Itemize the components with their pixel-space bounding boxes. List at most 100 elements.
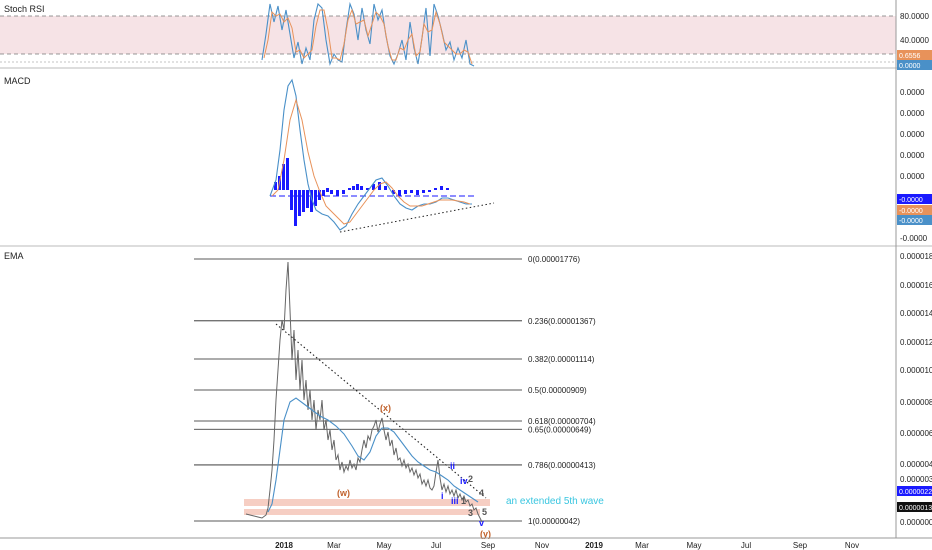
time-axis-tick: May <box>686 541 701 550</box>
price-axis-tick: 0.00001000 <box>900 366 932 375</box>
time-axis-tick: May <box>376 541 391 550</box>
macd-axis-tick: 0.0000 <box>900 172 925 181</box>
wave-annotation: an extended 5th wave <box>506 496 604 507</box>
time-axis-tick: Sep <box>481 541 496 550</box>
support-zone-lower <box>244 509 480 515</box>
macd-pane: MACD <box>0 76 932 247</box>
price-axis-tick: 0.00000400 <box>900 460 932 469</box>
macd-hist-bar <box>434 188 437 190</box>
value-tag-text: -0.0000 <box>899 197 923 204</box>
time-axis: 2018 Mar May Jul Sep Nov 2019 Mar May Jul Sep Nov <box>0 537 932 550</box>
fib-level-label: 0.5(0.00000909) <box>528 386 587 395</box>
macd-hist-bar <box>310 190 313 212</box>
time-axis-tick: Mar <box>327 541 341 550</box>
macd-hist-bar <box>416 190 419 195</box>
macd-hist-bar <box>314 190 317 206</box>
macd-hist-bar <box>298 190 301 216</box>
fib-retracement: 0(0.00001776) 0.236(0.00001367) 0.382(0.00… <box>194 255 596 526</box>
macd-hist-bar <box>392 190 395 194</box>
support-zone-upper <box>244 499 490 506</box>
macd-hist-bar <box>360 186 363 190</box>
wave-label-y: (y) <box>480 529 491 539</box>
wave-label-w: (w) <box>337 488 350 498</box>
price-axis-tick: 0.00001600 <box>900 281 932 290</box>
fib-level-label: 0(0.00001776) <box>528 255 580 264</box>
macd-hist-bar <box>286 158 289 190</box>
time-axis-tick: Jul <box>431 541 441 550</box>
macd-hist-bar <box>302 190 305 212</box>
wave-label-2: 2 <box>468 474 473 484</box>
macd-hist-bar <box>330 190 333 194</box>
macd-hist-bar <box>336 190 339 196</box>
stoch-rsi-pane: Stoch RSI <box>0 1 932 69</box>
macd-signal-line <box>271 98 471 225</box>
wave-label-v: v <box>479 518 484 528</box>
ema-label: EMA <box>4 251 24 261</box>
macd-hist-bar <box>378 182 381 190</box>
macd-axis-tick: 0.0000 <box>900 130 925 139</box>
macd-hist-bar <box>440 186 443 190</box>
time-axis-tick: Sep <box>793 541 808 550</box>
stoch-rsi-band <box>0 16 896 54</box>
value-tag-bg <box>897 194 932 204</box>
macd-axis-tick: 0.0000 <box>900 109 925 118</box>
axis-labels: 0.00001800 0.00001600 0.00001400 0.00001200… <box>900 12 932 527</box>
price-axis-tick: 0.00001800 <box>900 252 932 261</box>
time-axis-tick: Mar <box>635 541 649 550</box>
macd-hist-bar <box>290 190 293 210</box>
value-tag-text: 0.0000 <box>899 63 921 70</box>
macd-hist-bar <box>348 188 351 190</box>
value-tag-text: -0.0000 <box>899 208 923 215</box>
value-tag-text: 0.00000228 <box>899 489 932 496</box>
time-axis-tick: Nov <box>535 541 549 550</box>
value-tag-bg <box>897 50 932 60</box>
macd-hist-bar <box>342 190 345 194</box>
value-tag-bg <box>897 486 932 496</box>
price-axis-tick: 0.00000300 <box>900 475 932 484</box>
macd-hist-bar <box>366 188 369 190</box>
fib-level-label: 0.65(0.00000649) <box>528 425 592 434</box>
fib-level-label: 0.236(0.00001367) <box>528 317 596 326</box>
time-axis-tick: Jul <box>741 541 751 550</box>
price-line <box>245 261 483 523</box>
fib-level-label: 0.618(0.00000704) <box>528 417 596 426</box>
stoch-axis-tick: 40.0000 <box>900 36 929 45</box>
macd-axis-tick: 0.0000 <box>900 151 925 160</box>
value-tag-text: -0.0000 <box>899 218 923 225</box>
macd-hist-bar <box>322 190 325 196</box>
value-tag-bg <box>897 215 932 225</box>
value-tag-text: 0.00000130 <box>899 505 932 512</box>
macd-hist-bar <box>384 186 387 190</box>
value-tag-bg <box>897 205 932 215</box>
wave-label-4: 4 <box>479 488 484 498</box>
macd-hist-bar <box>428 190 431 192</box>
fib-level-label: 0.382(0.00001114) <box>528 355 595 364</box>
price-axis-tick: 0.00001200 <box>900 338 932 347</box>
macd-histogram <box>274 158 449 226</box>
wave-label-3: 3 <box>468 508 473 518</box>
macd-label: MACD <box>4 76 31 86</box>
macd-axis-tick: -0.0000 <box>900 234 928 243</box>
macd-hist-bar <box>352 186 355 190</box>
price-axis-tick: 0.00001400 <box>900 309 932 318</box>
macd-hist-bar <box>356 184 359 190</box>
price-axis-tick: 0.00000600 <box>900 429 932 438</box>
price-axis: 0.00001800 0.00001600 0.00001400 0.00001200… <box>895 0 932 538</box>
time-axis-tick: 2019 <box>585 541 603 550</box>
macd-axis-tick: 0.0000 <box>900 88 925 97</box>
wave-label-1: 1 <box>461 496 466 506</box>
macd-hist-bar <box>372 184 375 190</box>
macd-hist-bar <box>404 190 407 194</box>
wave-label-iv: iv <box>460 476 468 486</box>
macd-trendline <box>339 202 495 233</box>
fib-level-label: 0.786(0.00000413) <box>528 461 596 470</box>
price-pane: EMA 0(0.00001776) 0.236(0.00001367) 0.382(… <box>4 251 604 539</box>
wave-label-iii: iii <box>451 496 459 506</box>
macd-hist-bar <box>306 190 309 208</box>
ema-line <box>267 397 479 513</box>
macd-hist-bar <box>410 190 413 193</box>
macd-hist-bar <box>422 190 425 193</box>
wave-label-i: i <box>441 491 444 501</box>
